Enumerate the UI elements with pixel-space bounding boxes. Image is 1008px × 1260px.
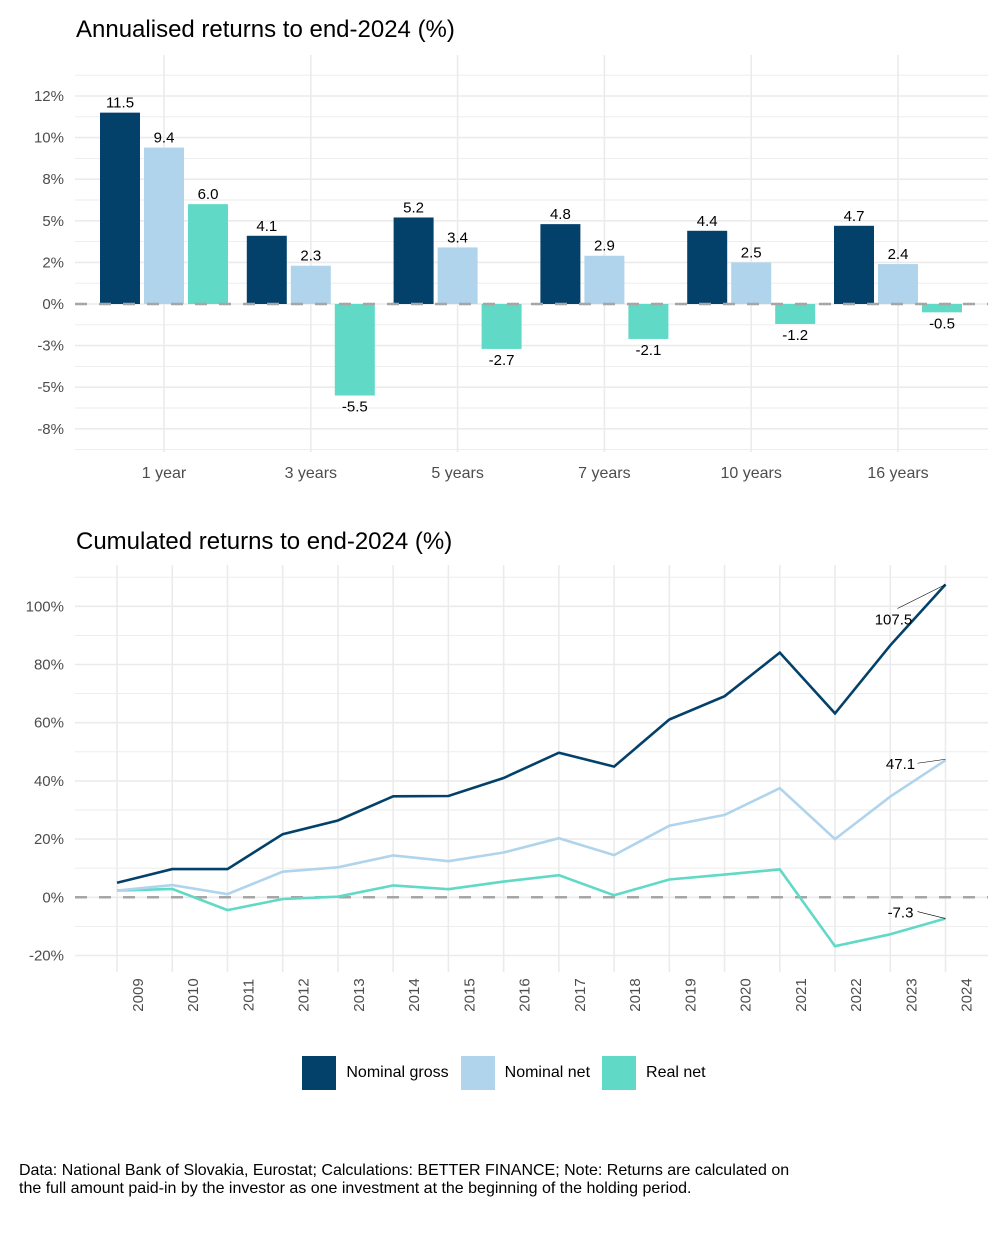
bar-nominal-gross: [540, 224, 581, 304]
x-tick-label: 1 year: [142, 465, 187, 482]
x-tick-label: 16 years: [867, 465, 928, 482]
bar-nominal-gross: [687, 230, 728, 304]
bar-data-label: -0.5: [929, 315, 955, 332]
bar-data-label: 2.9: [594, 238, 615, 255]
legend-label-real-net: Real net: [646, 1064, 706, 1081]
x-tick-label: 2019: [682, 978, 699, 1011]
chart-title-cumulated: Cumulated returns to end-2024 (%): [76, 528, 453, 555]
y-tick-label: 12%: [34, 88, 64, 105]
leader-line: [917, 758, 946, 764]
x-tick-label: 2013: [351, 978, 368, 1011]
x-tick-label: 2011: [240, 979, 257, 1011]
bar-data-label: 11.5: [106, 95, 134, 112]
footnote: Data: National Bank of Slovakia, Eurosta…: [19, 1162, 790, 1197]
line-nominal-gross: [116, 583, 947, 885]
legend-swatch-real-net: [602, 1056, 637, 1090]
y-tick-label: 40%: [34, 773, 64, 790]
bar-real-net: [188, 204, 228, 304]
x-tick-label: 5 years: [431, 465, 483, 482]
bar-data-label: 4.1: [256, 218, 277, 235]
x-tick-label: 2021: [793, 978, 810, 1011]
bar-nominal-net: [584, 255, 625, 304]
bar-nominal-net: [290, 265, 331, 304]
bar-real-net: [775, 304, 816, 324]
line-nominal-net: [116, 759, 947, 896]
bar-data-label: 2.5: [741, 244, 762, 261]
y-tick-label: 5%: [42, 213, 64, 230]
bar-data-label: 4.8: [550, 206, 571, 223]
x-tick-label: 2018: [627, 978, 644, 1011]
y-tick-label: 8%: [42, 171, 64, 188]
leader-line: [917, 911, 946, 919]
bar-data-label: 2.4: [888, 246, 909, 263]
x-tick-label: 2014: [406, 978, 423, 1011]
legend-label-nominal-gross: Nominal gross: [346, 1064, 449, 1081]
bar-nominal-gross: [393, 217, 434, 304]
y-tick-label: 20%: [34, 831, 64, 848]
bar-data-label: 9.4: [154, 130, 175, 147]
bar-nominal-net: [437, 247, 478, 304]
x-tick-label: 7 years: [578, 465, 630, 482]
x-tick-label: 2017: [572, 978, 589, 1011]
y-tick-label: -20%: [29, 948, 64, 965]
bar-data-label: 4.7: [844, 208, 865, 225]
cumulated-returns-chart: 100% 80% 60% 40% 20% 0% -20% 2009 2010 2011 2012 20…: [26, 565, 988, 1012]
legend-swatch-nominal-gross: [302, 1056, 337, 1090]
leader-line: [897, 584, 946, 609]
bar-nominal-net: [731, 262, 772, 304]
x-tick-label: 10 years: [721, 465, 782, 482]
bar-nominal-gross: [100, 112, 140, 304]
x-tick-label: 2020: [738, 978, 755, 1011]
end-label: -7.3: [888, 905, 914, 922]
x-tick-label: 2023: [903, 978, 920, 1011]
bar-data-label: 6.0: [198, 186, 219, 203]
legend-item-real-net: Real net: [602, 1056, 706, 1090]
legend: Nominal gross Nominal net Real net: [0, 1056, 1008, 1090]
end-label: 47.1: [886, 756, 915, 773]
bar-real-net: [334, 304, 375, 396]
x-tick-label: 3 years: [285, 465, 337, 482]
legend-swatch-nominal-net: [460, 1056, 495, 1090]
y-tick-label: 60%: [34, 715, 64, 732]
legend-item-nominal-gross: Nominal gross: [302, 1056, 449, 1090]
bar-nominal-gross: [834, 225, 874, 304]
bar-data-label: -5.5: [342, 399, 368, 416]
bar-data-label: 5.2: [403, 199, 424, 216]
bar-data-label: -2.7: [489, 352, 515, 369]
x-tick-label: 2022: [848, 978, 865, 1011]
x-tick-label: 2016: [517, 978, 534, 1011]
bar-nominal-gross: [246, 235, 287, 304]
x-tick-label: 2009: [130, 978, 147, 1011]
x-tick-label: 2024: [959, 978, 976, 1011]
y-tick-label: 2%: [42, 254, 64, 271]
bar-real-net: [922, 304, 962, 313]
bar-data-label: 4.4: [697, 213, 718, 230]
y-tick-label: -5%: [37, 379, 64, 396]
bar-data-label: -1.2: [782, 327, 808, 344]
bar-real-net: [628, 304, 669, 339]
bar-data-label: 3.4: [447, 229, 468, 246]
y-tick-label: -3%: [37, 338, 64, 355]
x-tick-label: 2015: [461, 978, 478, 1011]
bar-data-label: 2.3: [300, 248, 321, 265]
bar-nominal-net: [878, 264, 918, 304]
line-real-net: [116, 868, 946, 948]
y-tick-label: 10%: [34, 130, 64, 147]
bar-nominal-net: [144, 147, 184, 304]
x-tick-label: 2010: [185, 978, 202, 1011]
y-tick-label: 0%: [42, 889, 64, 906]
annualised-returns-chart: 12% 10% 8% 5% 2% 0% -3% -5% -8% 1 year 3 years 5 ye…: [34, 55, 988, 482]
legend-item-nominal-net: Nominal net: [460, 1056, 591, 1090]
y-tick-label: 80%: [34, 657, 64, 674]
x-tick-label: 2012: [296, 978, 313, 1011]
y-tick-label: 100%: [26, 598, 64, 615]
y-tick-label: -8%: [37, 421, 64, 438]
end-label: 107.5: [875, 611, 913, 628]
legend-label-nominal-net: Nominal net: [504, 1064, 591, 1081]
bar-data-label: -2.1: [635, 342, 661, 359]
bar-real-net: [481, 304, 522, 349]
chart-title-annualised: Annualised returns to end-2024 (%): [76, 16, 455, 43]
y-tick-label: 0%: [42, 296, 64, 313]
